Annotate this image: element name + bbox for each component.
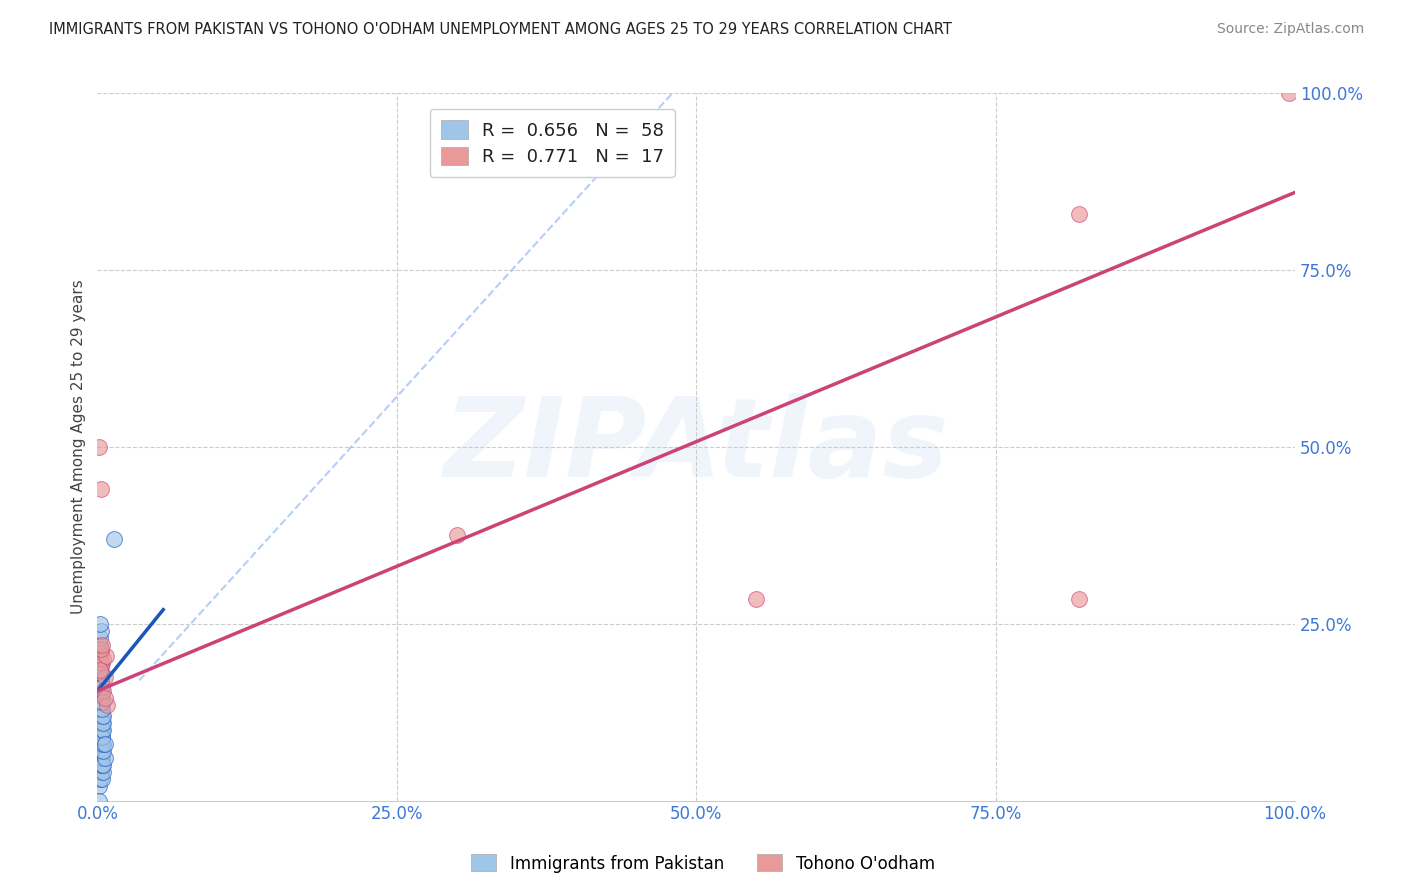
Point	[90, 765, 112, 780]
Point	[91, 656, 114, 670]
Point	[90, 483, 112, 497]
Point	[89, 631, 111, 645]
Point	[91, 737, 114, 751]
Point	[89, 638, 111, 652]
Point	[93, 737, 115, 751]
Point	[90, 659, 112, 673]
Point	[91, 715, 114, 730]
Point	[93, 670, 115, 684]
Point	[90, 701, 112, 715]
Point	[91, 684, 114, 698]
Point	[89, 681, 111, 695]
Point	[90, 744, 112, 758]
Y-axis label: Unemployment Among Ages 25 to 29 years: Unemployment Among Ages 25 to 29 years	[72, 279, 86, 615]
Point	[103, 532, 125, 546]
Point	[91, 737, 114, 751]
Point	[91, 758, 114, 772]
Point	[91, 758, 114, 772]
Point	[87, 758, 110, 772]
Point	[89, 730, 111, 744]
Point	[87, 701, 110, 715]
Point	[89, 616, 111, 631]
Point	[90, 624, 112, 638]
Point	[89, 695, 111, 709]
Point	[90, 737, 112, 751]
Point	[91, 688, 114, 702]
Legend: R =  0.656   N =  58, R =  0.771   N =  17: R = 0.656 N = 58, R = 0.771 N = 17	[430, 110, 675, 177]
Point	[90, 688, 112, 702]
Point	[91, 723, 114, 737]
Point	[87, 794, 110, 808]
Point	[91, 695, 114, 709]
Point	[89, 772, 111, 787]
Point	[89, 758, 111, 772]
Text: Source: ZipAtlas.com: Source: ZipAtlas.com	[1216, 22, 1364, 37]
Point	[90, 673, 112, 688]
Point	[90, 666, 112, 681]
Point	[90, 751, 112, 765]
Point	[90, 673, 112, 688]
Point	[91, 715, 114, 730]
Point	[90, 666, 112, 681]
Point	[90, 645, 112, 659]
Point	[91, 730, 114, 744]
Point	[91, 708, 114, 723]
Point	[90, 708, 112, 723]
Point	[745, 592, 768, 607]
Point	[91, 681, 114, 695]
Point	[1278, 87, 1301, 101]
Point	[89, 652, 111, 666]
Point	[90, 744, 112, 758]
Point	[87, 723, 110, 737]
Point	[91, 652, 114, 666]
Point	[90, 723, 112, 737]
Point	[91, 695, 114, 709]
Point	[90, 641, 112, 656]
Text: ZIPAtlas: ZIPAtlas	[443, 393, 949, 500]
Point	[96, 698, 118, 713]
Point	[91, 701, 114, 715]
Point	[87, 780, 110, 794]
Point	[93, 691, 115, 706]
Point	[446, 528, 468, 542]
Point	[1069, 206, 1091, 220]
Point	[1069, 592, 1091, 607]
Point	[89, 663, 111, 677]
Text: IMMIGRANTS FROM PAKISTAN VS TOHONO O'ODHAM UNEMPLOYMENT AMONG AGES 25 TO 29 YEAR: IMMIGRANTS FROM PAKISTAN VS TOHONO O'ODH…	[49, 22, 952, 37]
Point	[91, 765, 114, 780]
Point	[89, 708, 111, 723]
Point	[87, 737, 110, 751]
Legend: Immigrants from Pakistan, Tohono O'odham: Immigrants from Pakistan, Tohono O'odham	[464, 847, 942, 880]
Point	[89, 751, 111, 765]
Point	[90, 681, 112, 695]
Point	[91, 730, 114, 744]
Point	[91, 744, 114, 758]
Point	[91, 751, 114, 765]
Point	[93, 751, 115, 765]
Point	[89, 715, 111, 730]
Point	[94, 648, 117, 663]
Point	[91, 638, 114, 652]
Point	[91, 708, 114, 723]
Point	[87, 440, 110, 454]
Point	[91, 723, 114, 737]
Point	[91, 772, 114, 787]
